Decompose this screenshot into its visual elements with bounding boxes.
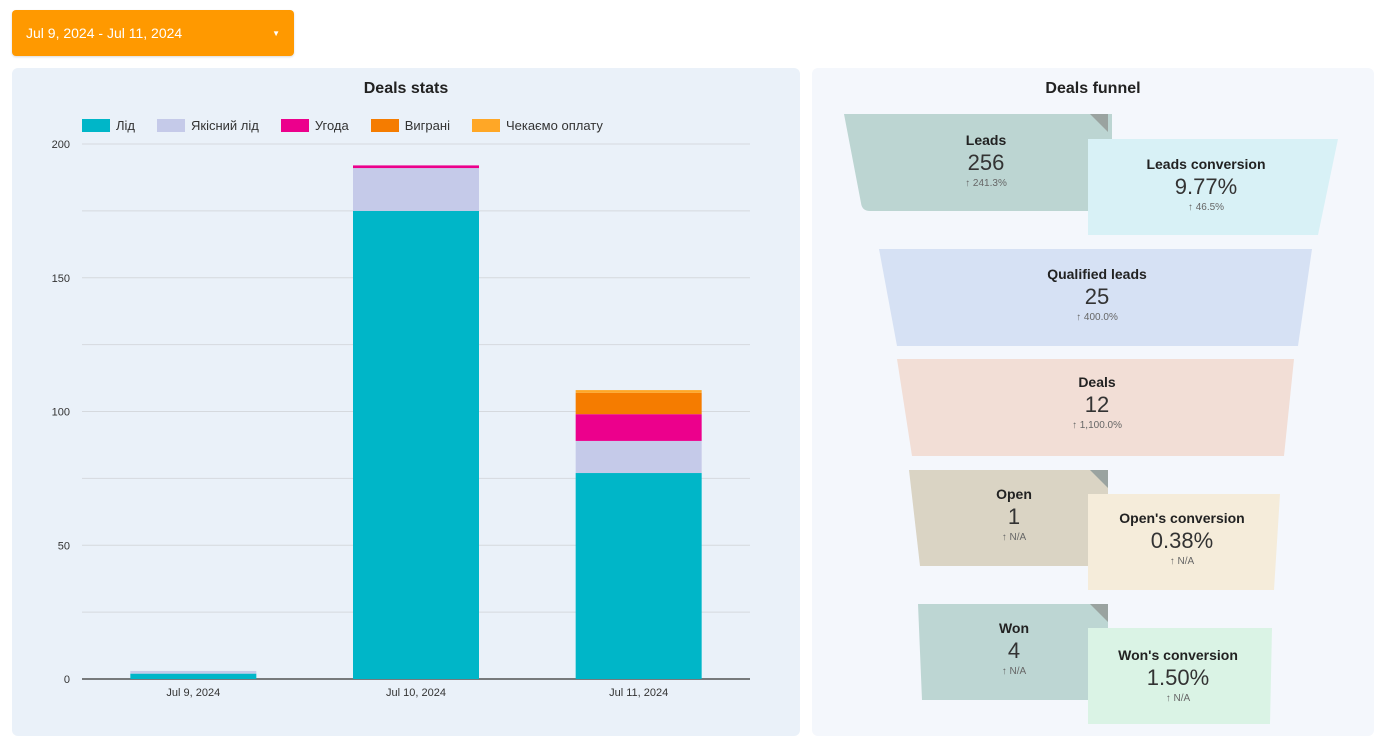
up-arrow-icon: ↑ — [1001, 666, 1007, 677]
deals-stats-panel: Deals stats Лід Якісний лід Угода Виграні Че… — [12, 68, 800, 736]
leads-fold-icon — [1090, 114, 1108, 132]
bar-segment — [575, 390, 702, 393]
leads-tile-shape — [844, 114, 1112, 211]
qualified-leads-value: 25 — [1084, 284, 1110, 309]
up-arrow-icon: ↑ — [1169, 556, 1175, 567]
leads-change: ↑ 241.3% — [965, 178, 1007, 189]
open-conversion-tile: Open's conversion 0.38% ↑ N/A — [1102, 510, 1262, 567]
open-label: Open — [996, 486, 1032, 502]
won-conversion-tile-shape — [1088, 628, 1272, 724]
open-change: ↑ N/A — [1001, 532, 1027, 543]
won-tile: Won 4 ↑ N/A — [944, 620, 1084, 677]
up-arrow-icon: ↑ — [1165, 693, 1171, 704]
legend-label: Лід — [116, 118, 136, 133]
legend-item[interactable]: Лід — [82, 118, 135, 133]
deals-tile-shape — [897, 359, 1294, 456]
won-tile-shape — [918, 604, 1108, 700]
y-tick-label: 0 — [64, 674, 70, 686]
deals-stats-title: Deals stats — [363, 80, 449, 97]
x-tick-label: Jul 11, 2024 — [609, 687, 668, 699]
legend-swatch — [82, 119, 110, 132]
legend-label: Виграні — [404, 118, 450, 133]
legend-swatch — [280, 119, 309, 132]
qualified-leads-tile: Qualified leads 25 ↑ 400.0% — [997, 266, 1197, 323]
x-tick-label: Jul 10, 2024 — [386, 687, 446, 699]
leads-tile: Leads 256 ↑ 241.3% — [916, 132, 1056, 189]
won-fold-icon — [1090, 604, 1108, 622]
open-conversion-change: ↑ N/A — [1169, 556, 1195, 567]
won-conversion-tile: Won's conversion 1.50% ↑ N/A — [1098, 647, 1258, 704]
deals-label: Deals — [1078, 374, 1116, 390]
leads-value: 256 — [967, 150, 1005, 175]
up-arrow-icon: ↑ — [1001, 532, 1007, 543]
bar-segment — [353, 168, 479, 211]
legend-label: Якісний лід — [191, 118, 259, 133]
leads-label: Leads — [965, 132, 1007, 148]
up-arrow-icon: ↑ — [1076, 312, 1082, 323]
qualified-leads-change: ↑ 400.0% — [1076, 312, 1118, 323]
bar-segment — [575, 473, 702, 679]
won-conversion-change: ↑ N/A — [1165, 693, 1191, 704]
y-tick-label: 100 — [52, 407, 70, 419]
legend-swatch — [157, 119, 186, 132]
chevron-down-icon: ▼ — [272, 28, 280, 38]
date-range-dropdown[interactable]: Jul 9, 2024 - Jul 11, 2024 ▼ — [12, 10, 294, 56]
legend-swatch — [471, 119, 500, 132]
open-fold-icon — [1090, 470, 1108, 488]
funnel-shapes — [844, 114, 1338, 724]
leads-conversion-value: 9.77% — [1174, 174, 1238, 199]
legend-item[interactable]: Чекаємо оплату — [471, 118, 603, 133]
date-range-label: Jul 9, 2024 - Jul 11, 2024 — [26, 25, 183, 41]
leads-conversion-tile-shape — [1088, 139, 1338, 235]
won-value: 4 — [1007, 638, 1021, 663]
y-tick-label: 200 — [52, 139, 70, 151]
deals-funnel-panel: Deals funnel Leads 256 ↑ 241.3% Leads co… — [812, 68, 1374, 736]
open-tile: Open 1 ↑ N/A — [944, 486, 1084, 543]
bar-segment — [575, 392, 702, 415]
qualified-leads-label: Qualified leads — [1047, 266, 1147, 282]
won-label: Won — [998, 620, 1030, 636]
bar-segment — [130, 670, 257, 674]
open-tile-shape — [909, 470, 1108, 566]
deals-funnel-title: Deals funnel — [1045, 80, 1141, 97]
open-conversion-tile-shape — [1088, 494, 1280, 590]
won-conversion-label: Won's conversion — [1118, 647, 1238, 663]
leads-conversion-label: Leads conversion — [1146, 156, 1266, 172]
bar-segment — [130, 673, 257, 679]
legend-label: Чекаємо оплату — [505, 118, 603, 133]
open-conversion-label: Open's conversion — [1119, 510, 1245, 526]
legend-item[interactable]: Угода — [280, 118, 349, 133]
won-conversion-value: 1.50% — [1146, 665, 1210, 690]
qualified-leads-tile-shape — [879, 249, 1312, 346]
deals-stats-chart: 0 50 100 150 200 Jul 9, 2024 Jul 10, 2024 Jul 1… — [52, 139, 750, 699]
legend-item[interactable]: Виграні — [370, 118, 450, 133]
up-arrow-icon: ↑ — [1071, 420, 1077, 431]
y-tick-label: 50 — [58, 540, 70, 552]
leads-conversion-tile: Leads conversion 9.77% ↑ 46.5% — [1108, 156, 1304, 213]
legend-item[interactable]: Якісний лід — [157, 118, 259, 133]
chart-legend: Лід Якісний лід Угода Виграні Чекаємо оплату — [82, 118, 603, 133]
y-tick-label: 150 — [52, 273, 70, 285]
up-arrow-icon: ↑ — [1187, 202, 1193, 213]
legend-swatch — [370, 119, 399, 132]
bar-segment — [575, 414, 702, 441]
up-arrow-icon: ↑ — [965, 178, 971, 189]
bar-segment — [575, 440, 702, 474]
open-value: 1 — [1007, 504, 1021, 529]
bar-segment — [353, 210, 479, 679]
deals-value: 12 — [1084, 392, 1110, 417]
deals-tile: Deals 12 ↑ 1,100.0% — [997, 374, 1197, 431]
open-conversion-value: 0.38% — [1150, 528, 1214, 553]
won-change: ↑ N/A — [1001, 666, 1027, 677]
x-tick-label: Jul 9, 2024 — [166, 687, 220, 699]
legend-label: Угода — [314, 118, 349, 133]
deals-change: ↑ 1,100.0% — [1071, 420, 1123, 431]
leads-conversion-change: ↑ 46.5% — [1187, 202, 1225, 213]
bar-segment — [353, 165, 479, 169]
